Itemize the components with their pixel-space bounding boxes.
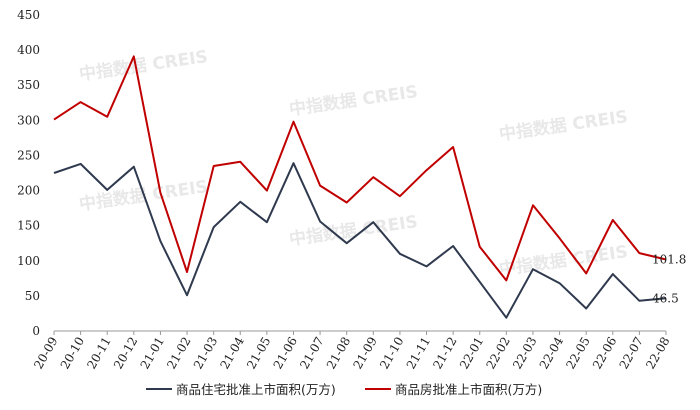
y-tick-label: 150 (17, 219, 40, 233)
x-tick-label: 20-12 (111, 335, 140, 372)
series-layer (53, 55, 667, 319)
x-tick-label: 21-07 (297, 335, 326, 372)
watermark-text: 中指数据 CREIS (288, 81, 419, 120)
y-tick-label: 400 (17, 43, 40, 57)
series-end-label-1: 46.5 (652, 291, 679, 305)
series-line-2 (53, 55, 667, 282)
x-tick-label: 21-11 (404, 335, 433, 372)
x-tick-label: 21-09 (350, 335, 379, 372)
watermark-text: 中指数据 CREIS (288, 211, 419, 250)
watermark-text: 中指数据 CREIS (498, 106, 629, 145)
x-tick-label: 22-06 (590, 335, 619, 372)
x-tick-label: 20-09 (31, 335, 60, 372)
end-labels: 46.5 101.8 (652, 253, 686, 306)
x-tick-label: 21-06 (271, 335, 300, 372)
y-tick-label: 200 (17, 184, 40, 198)
legend-label-1: 商品住宅批准上市面积(万方) (176, 382, 336, 397)
x-tick-label: 22-05 (563, 335, 592, 372)
y-tick-label: 350 (17, 78, 40, 92)
watermark-layer: 中指数据 CREIS 中指数据 CREIS 中指数据 CREIS 中指数据 CREIS… (78, 46, 629, 280)
y-tick-label: 250 (17, 148, 40, 162)
y-tick-label: 450 (17, 8, 40, 22)
x-tick-label: 22-02 (484, 335, 513, 372)
y-tick-label: 300 (17, 113, 40, 127)
x-tick-label: 22-04 (537, 334, 567, 371)
watermark-text: 中指数据 CREIS (78, 46, 209, 85)
x-tick-label: 21-05 (244, 335, 273, 372)
x-tick-label: 22-01 (457, 335, 486, 372)
x-tick-label: 21-01 (138, 335, 167, 372)
x-tick-label: 21-04 (217, 334, 247, 371)
x-tick-label: 20-11 (84, 335, 113, 372)
x-tick-label: 21-08 (324, 335, 353, 372)
series-end-label-2: 101.8 (652, 253, 686, 267)
legend-label-2: 商品房批准上市面积(万方) (395, 382, 542, 397)
x-tick-label: 20-10 (58, 335, 87, 372)
x-tick-label: 21-10 (377, 335, 406, 372)
x-tick-label: 21-03 (191, 335, 220, 372)
x-tick-label: 22-07 (617, 335, 646, 372)
x-tick-label: 21-02 (164, 335, 193, 372)
series-line-1 (53, 162, 667, 319)
x-tick-label: 22-08 (643, 335, 672, 372)
y-tick-label: 100 (17, 254, 40, 268)
legend: 商品住宅批准上市面积(万方) 商品房批准上市面积(万方) (146, 382, 542, 397)
x-tick-label: 21-12 (430, 335, 459, 372)
y-tick-label: 0 (32, 324, 40, 338)
y-tick-label: 50 (25, 289, 40, 303)
x-tick-label: 22-03 (510, 335, 539, 372)
